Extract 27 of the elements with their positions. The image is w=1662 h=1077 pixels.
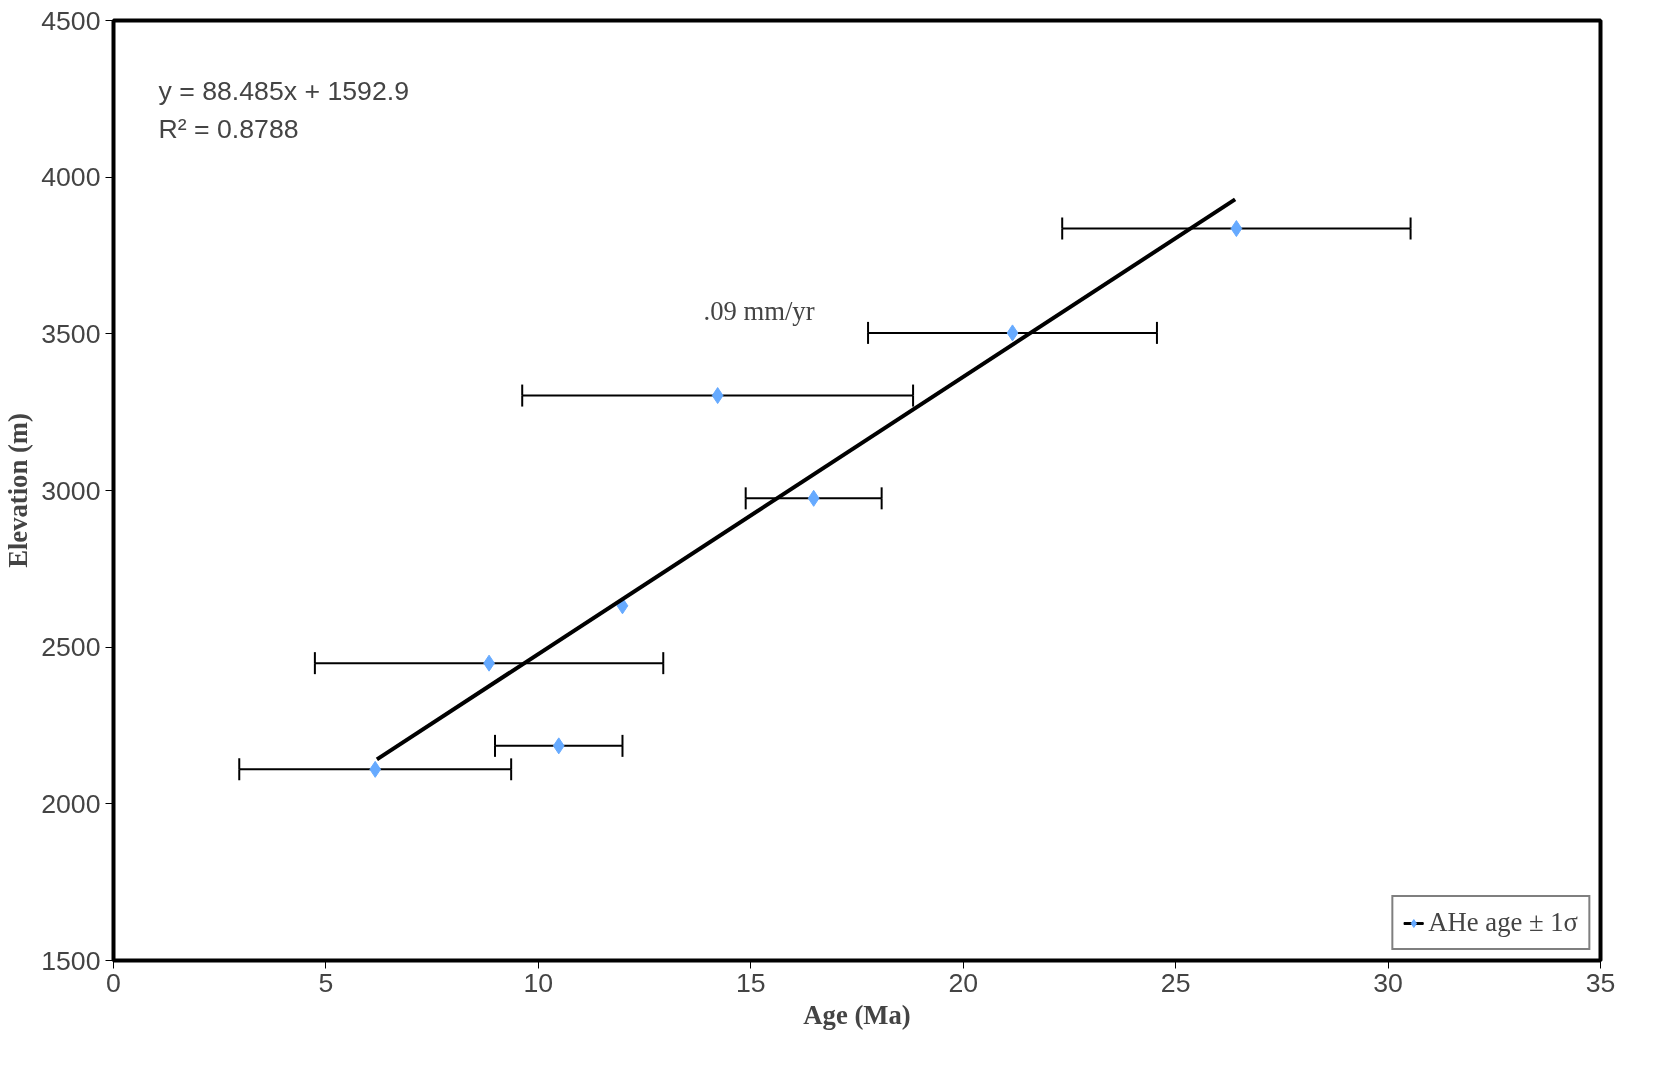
y-tick-label: 2500 [41, 632, 101, 663]
point [711, 387, 724, 405]
annotation: .09 mm/yr [703, 295, 815, 326]
x-tick-label: 15 [735, 967, 766, 998]
y-axis-title: Elevation (m) [3, 413, 34, 568]
x-tick-label: 25 [1160, 967, 1191, 998]
x-tick-label: 10 [523, 967, 554, 998]
annotation: y = 88.485x + 1592.9 [158, 75, 409, 106]
y-tick-label: 4500 [41, 5, 101, 36]
y-tick-label: 4000 [41, 162, 101, 193]
y-tick-label: 2000 [41, 788, 101, 819]
x-tick-label: 30 [1373, 967, 1403, 998]
legend-label: AHe age ± 1σ [1428, 907, 1578, 938]
point [807, 489, 820, 507]
annotation: R² = 0.8788 [158, 113, 299, 144]
x-tick-label: 35 [1585, 967, 1616, 998]
point [1006, 324, 1019, 342]
x-tick-label: 0 [106, 967, 121, 998]
y-tick-label: 3500 [41, 318, 101, 349]
x-tick-label: 5 [318, 967, 334, 998]
x-tick-label: 20 [948, 967, 979, 998]
y-tick-label: 1500 [41, 945, 101, 976]
x-axis-title: Age (Ma) [803, 999, 911, 1030]
point [1230, 220, 1243, 238]
point [369, 760, 382, 778]
point [552, 737, 565, 755]
y-tick-label: 3000 [41, 475, 101, 506]
